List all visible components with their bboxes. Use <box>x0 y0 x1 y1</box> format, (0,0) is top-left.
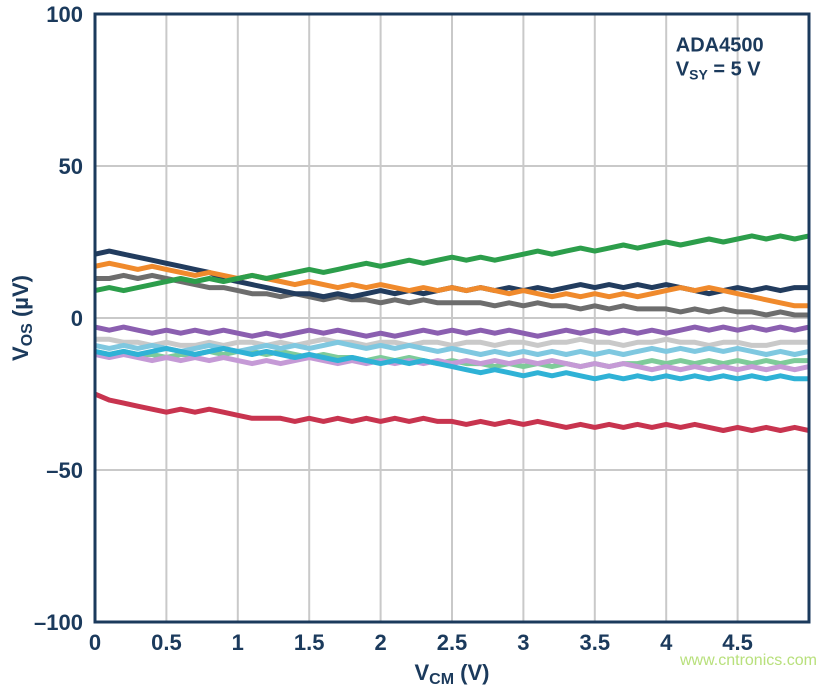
annotation-line-1: ADA4500 <box>676 34 764 56</box>
x-tick-label: 3 <box>517 630 529 655</box>
x-tick-label: 3.5 <box>580 630 611 655</box>
watermark: www.cntronics.com <box>679 652 817 669</box>
x-tick-label: 2 <box>374 630 386 655</box>
y-tick-label: 50 <box>59 154 83 179</box>
y-tick-label: –100 <box>34 610 83 635</box>
x-tick-label: 4 <box>660 630 673 655</box>
line-chart: 00.511.522.533.544.5–100–50050100VCM (V)… <box>0 0 835 691</box>
y-tick-label: –50 <box>46 458 83 483</box>
x-tick-label: 0 <box>89 630 101 655</box>
y-tick-label: 0 <box>71 306 83 331</box>
annotation-line-2: VSY = 5 V <box>676 58 762 82</box>
y-tick-label: 100 <box>46 2 83 27</box>
x-tick-label: 1 <box>232 630 244 655</box>
x-tick-label: 1.5 <box>294 630 325 655</box>
x-tick-label: 2.5 <box>437 630 468 655</box>
x-tick-label: 0.5 <box>151 630 182 655</box>
chart-container: 00.511.522.533.544.5–100–50050100VCM (V)… <box>0 0 835 691</box>
y-axis-label: VOS (µV) <box>8 275 36 361</box>
